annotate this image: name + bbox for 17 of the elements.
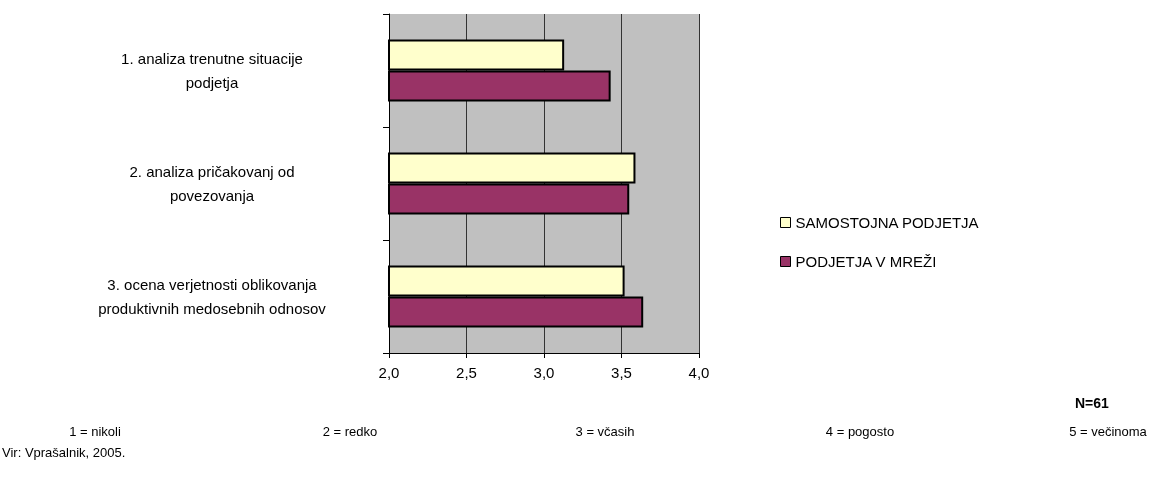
text: 3 = včasih: [575, 424, 635, 439]
text: Vir: Vprašalnik, 2005.: [2, 445, 126, 460]
x-tick-label: 4,0: [688, 364, 710, 381]
x-tick-label: 2,0: [378, 364, 400, 381]
y-tick-label: 2. analiza pričakovanj od povezovanja: [129, 163, 295, 204]
x-tick-label: 3,5: [611, 364, 632, 381]
x-tick-label: 2,5: [456, 364, 477, 381]
x-tick-label: 3,0: [533, 364, 555, 381]
text: 4 = pogosto: [825, 424, 895, 439]
text: 2 = redko: [322, 424, 378, 439]
text: 5 = večinoma: [1069, 424, 1148, 439]
y-tick-label: 1. analiza trenutne situacije podjetja: [121, 50, 303, 91]
legend-label: SAMOSTOJNA PODJETJA: [795, 214, 979, 231]
y-tick-label: 3. ocena verjetnosti oblikovanja produktivnih medosebnih odnosov: [98, 276, 327, 317]
text: 1 = nikoli: [69, 424, 121, 439]
legend-label: PODJETJA V MREŽI: [795, 253, 937, 270]
text: N=61: [1075, 395, 1110, 411]
